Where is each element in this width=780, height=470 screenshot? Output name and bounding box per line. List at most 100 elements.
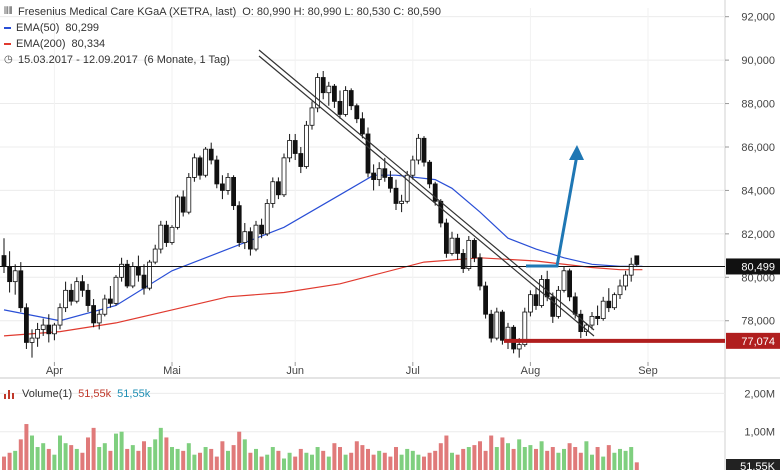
- volume-bar-down: [125, 448, 130, 470]
- candle-body-down: [259, 224, 265, 235]
- date-x-axis: Apr Mai Jun Jul Aug Sep: [46, 362, 658, 377]
- volume-bar-down: [198, 452, 202, 470]
- volume-bar-up: [63, 443, 68, 470]
- candle-body-down: [214, 159, 220, 185]
- candle-body-up: [561, 270, 567, 291]
- volume-bar-down: [108, 450, 113, 470]
- candle: [488, 309, 494, 343]
- candle-body-up: [399, 200, 405, 204]
- candle-body-down: [443, 222, 449, 254]
- volume-bar-up: [13, 450, 18, 470]
- candle-body-down: [163, 224, 169, 243]
- volume-bar-down: [388, 456, 393, 470]
- candle-body-down: [91, 305, 96, 324]
- x-tick-label: Jul: [406, 365, 420, 377]
- volume-bar-up: [254, 448, 258, 470]
- candle: [556, 285, 561, 319]
- candle-body-down: [371, 172, 377, 180]
- candle-body-down: [544, 279, 550, 298]
- candle: [287, 133, 293, 163]
- candle-body-down: [477, 257, 483, 287]
- volume-bar-up: [226, 450, 230, 470]
- instrument-title: Fresenius Medical Care KGaA (XETRA, last…: [18, 6, 237, 18]
- candle-body-down: [219, 183, 225, 191]
- candle-body-up: [281, 157, 287, 196]
- candle-body-down: [197, 157, 203, 176]
- volume-bar-down: [545, 450, 550, 470]
- volume-bar-down: [433, 450, 438, 470]
- volume-panel-bg: [0, 377, 780, 470]
- candle: [303, 120, 309, 169]
- volume-bar-up: [114, 433, 118, 470]
- volume-bar-down: [2, 456, 6, 470]
- candle: [119, 257, 124, 282]
- ema200-swatch: [4, 43, 11, 45]
- volume-bar-down: [24, 424, 29, 470]
- candle: [415, 133, 421, 165]
- candle-body-up: [623, 274, 628, 287]
- candle-body-up: [158, 224, 164, 250]
- volume-bar-down: [46, 448, 51, 470]
- ema200-value: 80,334: [71, 38, 106, 50]
- candle-body-down: [331, 85, 337, 102]
- candle-body-down: [292, 140, 298, 154]
- volume-bar-up: [41, 443, 46, 470]
- volume-bar-up: [304, 452, 309, 470]
- candle-body-up: [466, 239, 472, 270]
- x-tick-label: Aug: [521, 365, 541, 377]
- candle: [1, 238, 7, 273]
- support-price-badge: [726, 332, 780, 349]
- volume-bar-up: [410, 450, 415, 470]
- candle: [623, 270, 628, 291]
- candle: [242, 223, 248, 250]
- volume-bar-up: [287, 452, 292, 470]
- volume-bar-up: [270, 447, 275, 470]
- candle: [113, 275, 119, 306]
- candle: [354, 103, 360, 124]
- candle-body-up: [186, 176, 192, 213]
- volume-bar-up: [326, 456, 331, 470]
- volume-bar-down: [338, 447, 342, 470]
- candle-body-down: [275, 181, 281, 196]
- volume-panel: 1,00M 2,00M 51,55K: [0, 388, 780, 470]
- candle-body-up: [147, 261, 153, 289]
- volume-bar-down: [237, 431, 242, 470]
- legend-ema200-row[interactable]: EMA(200) 80,334: [4, 36, 441, 52]
- candle: [410, 155, 416, 180]
- trendline-lower: [258, 55, 595, 337]
- volume-bar-up: [494, 447, 499, 470]
- candle: [628, 257, 634, 282]
- volume-bar-up: [399, 454, 404, 470]
- candle: [52, 322, 57, 341]
- candle: [46, 314, 52, 343]
- candle-body-down: [1, 255, 7, 267]
- volume-bar-down: [164, 437, 169, 470]
- volume-bar-down: [136, 450, 141, 470]
- volume-legend[interactable]: Volume(1) 51,55k 51,55k: [4, 388, 150, 400]
- volume-current-label: 51,55K: [740, 461, 776, 470]
- candle-body-up: [516, 344, 522, 350]
- candle-body-up: [191, 157, 197, 178]
- volume-bar-up: [466, 447, 471, 470]
- y-tick-label: 82,000: [741, 229, 775, 241]
- volume-bar-down: [382, 452, 387, 470]
- candlestick-icon: ⫴⫴: [4, 6, 13, 17]
- volume-bar-down: [550, 447, 555, 470]
- volume-bar-down: [7, 452, 12, 470]
- candle-body-up: [175, 196, 181, 228]
- candle-body-down: [180, 196, 186, 213]
- candle: [180, 190, 186, 217]
- candle-body-up: [52, 324, 57, 335]
- candle: [40, 318, 46, 336]
- candle: [460, 249, 466, 273]
- candle-body-down: [68, 289, 74, 302]
- candle: [68, 283, 74, 306]
- candle: [152, 244, 158, 265]
- y-tick-label: 86,000: [741, 142, 775, 154]
- candle-body-up: [130, 266, 136, 287]
- candle-body-up: [264, 203, 270, 235]
- legend-ema50-row[interactable]: EMA(50) 80,299: [4, 20, 441, 36]
- candle: [7, 251, 12, 293]
- candle: [292, 133, 298, 161]
- candle: [477, 253, 483, 291]
